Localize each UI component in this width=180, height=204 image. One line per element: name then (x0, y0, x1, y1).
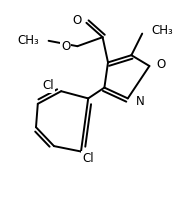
Text: Cl: Cl (42, 79, 54, 92)
Text: O: O (73, 14, 82, 27)
Text: O: O (61, 40, 70, 53)
Text: Cl: Cl (82, 152, 94, 165)
Text: N: N (136, 95, 145, 108)
Text: O: O (157, 58, 166, 71)
Text: CH₃: CH₃ (17, 34, 39, 47)
Text: CH₃: CH₃ (151, 23, 173, 37)
